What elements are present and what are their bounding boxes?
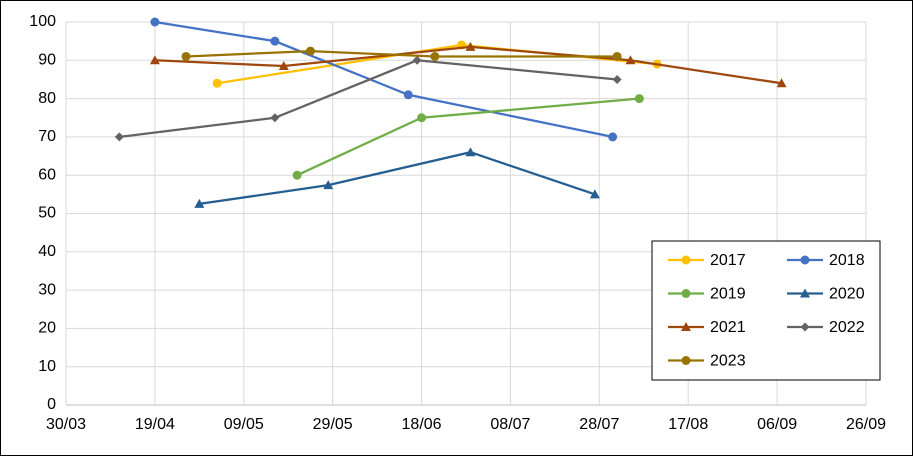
marker xyxy=(681,289,691,298)
x-tick-label: 26/09 xyxy=(846,416,886,433)
y-tick-label: 60 xyxy=(38,166,56,183)
series-line xyxy=(199,151,596,206)
marker xyxy=(612,51,622,61)
marker xyxy=(625,55,636,65)
x-tick-label: 09/05 xyxy=(224,416,264,433)
marker xyxy=(800,322,810,332)
marker xyxy=(305,46,315,56)
marker xyxy=(612,74,622,84)
legend-label: 2019 xyxy=(710,286,746,303)
marker xyxy=(194,198,205,208)
marker xyxy=(776,78,787,88)
x-tick-label: 08/07 xyxy=(490,416,530,433)
marker xyxy=(465,41,476,51)
marker xyxy=(634,94,644,104)
marker xyxy=(681,322,691,331)
marker xyxy=(589,189,600,199)
legend-label: 2023 xyxy=(710,353,746,370)
x-tick-label: 29/05 xyxy=(313,416,353,433)
x-tick-label: 28/07 xyxy=(579,416,619,433)
y-tick-label: 20 xyxy=(38,320,56,337)
x-tick-label: 30/03 xyxy=(46,416,86,433)
marker xyxy=(608,132,618,142)
marker xyxy=(150,17,160,27)
marker xyxy=(212,78,222,88)
x-tick-label: 17/08 xyxy=(668,416,708,433)
marker xyxy=(430,51,440,61)
marker xyxy=(278,61,289,71)
series-line xyxy=(185,49,618,58)
marker xyxy=(181,51,191,61)
y-tick-label: 40 xyxy=(38,243,56,260)
y-tick-label: 90 xyxy=(38,52,56,69)
marker xyxy=(681,255,691,265)
y-tick-label: 50 xyxy=(38,205,56,222)
y-tick-label: 100 xyxy=(29,13,56,30)
y-tick-label: 0 xyxy=(47,396,56,413)
marker xyxy=(465,147,476,157)
marker xyxy=(270,36,280,46)
marker xyxy=(412,55,422,65)
marker xyxy=(417,113,427,123)
y-tick-label: 70 xyxy=(38,128,56,145)
marker xyxy=(323,180,334,190)
legend-label: 2022 xyxy=(829,319,865,336)
legend-box xyxy=(651,240,881,381)
legend-label: 2020 xyxy=(829,286,865,303)
series-line xyxy=(154,20,613,139)
x-tick-label: 18/06 xyxy=(402,416,442,433)
x-tick-label: 19/04 xyxy=(135,416,175,433)
legend-label: 2017 xyxy=(710,252,746,269)
marker xyxy=(403,90,413,100)
y-tick-label: 30 xyxy=(38,281,56,298)
marker xyxy=(800,288,810,298)
marker xyxy=(149,55,160,65)
x-tick-label: 06/09 xyxy=(757,416,797,433)
marker xyxy=(800,255,810,265)
y-tick-label: 80 xyxy=(38,90,56,107)
series-line xyxy=(119,59,618,139)
y-tick-label: 10 xyxy=(38,358,56,375)
marker xyxy=(292,170,302,180)
legend-label: 2021 xyxy=(710,319,746,336)
marker xyxy=(270,113,280,123)
legend-label: 2018 xyxy=(829,252,865,269)
marker xyxy=(114,132,124,142)
marker xyxy=(681,356,691,365)
